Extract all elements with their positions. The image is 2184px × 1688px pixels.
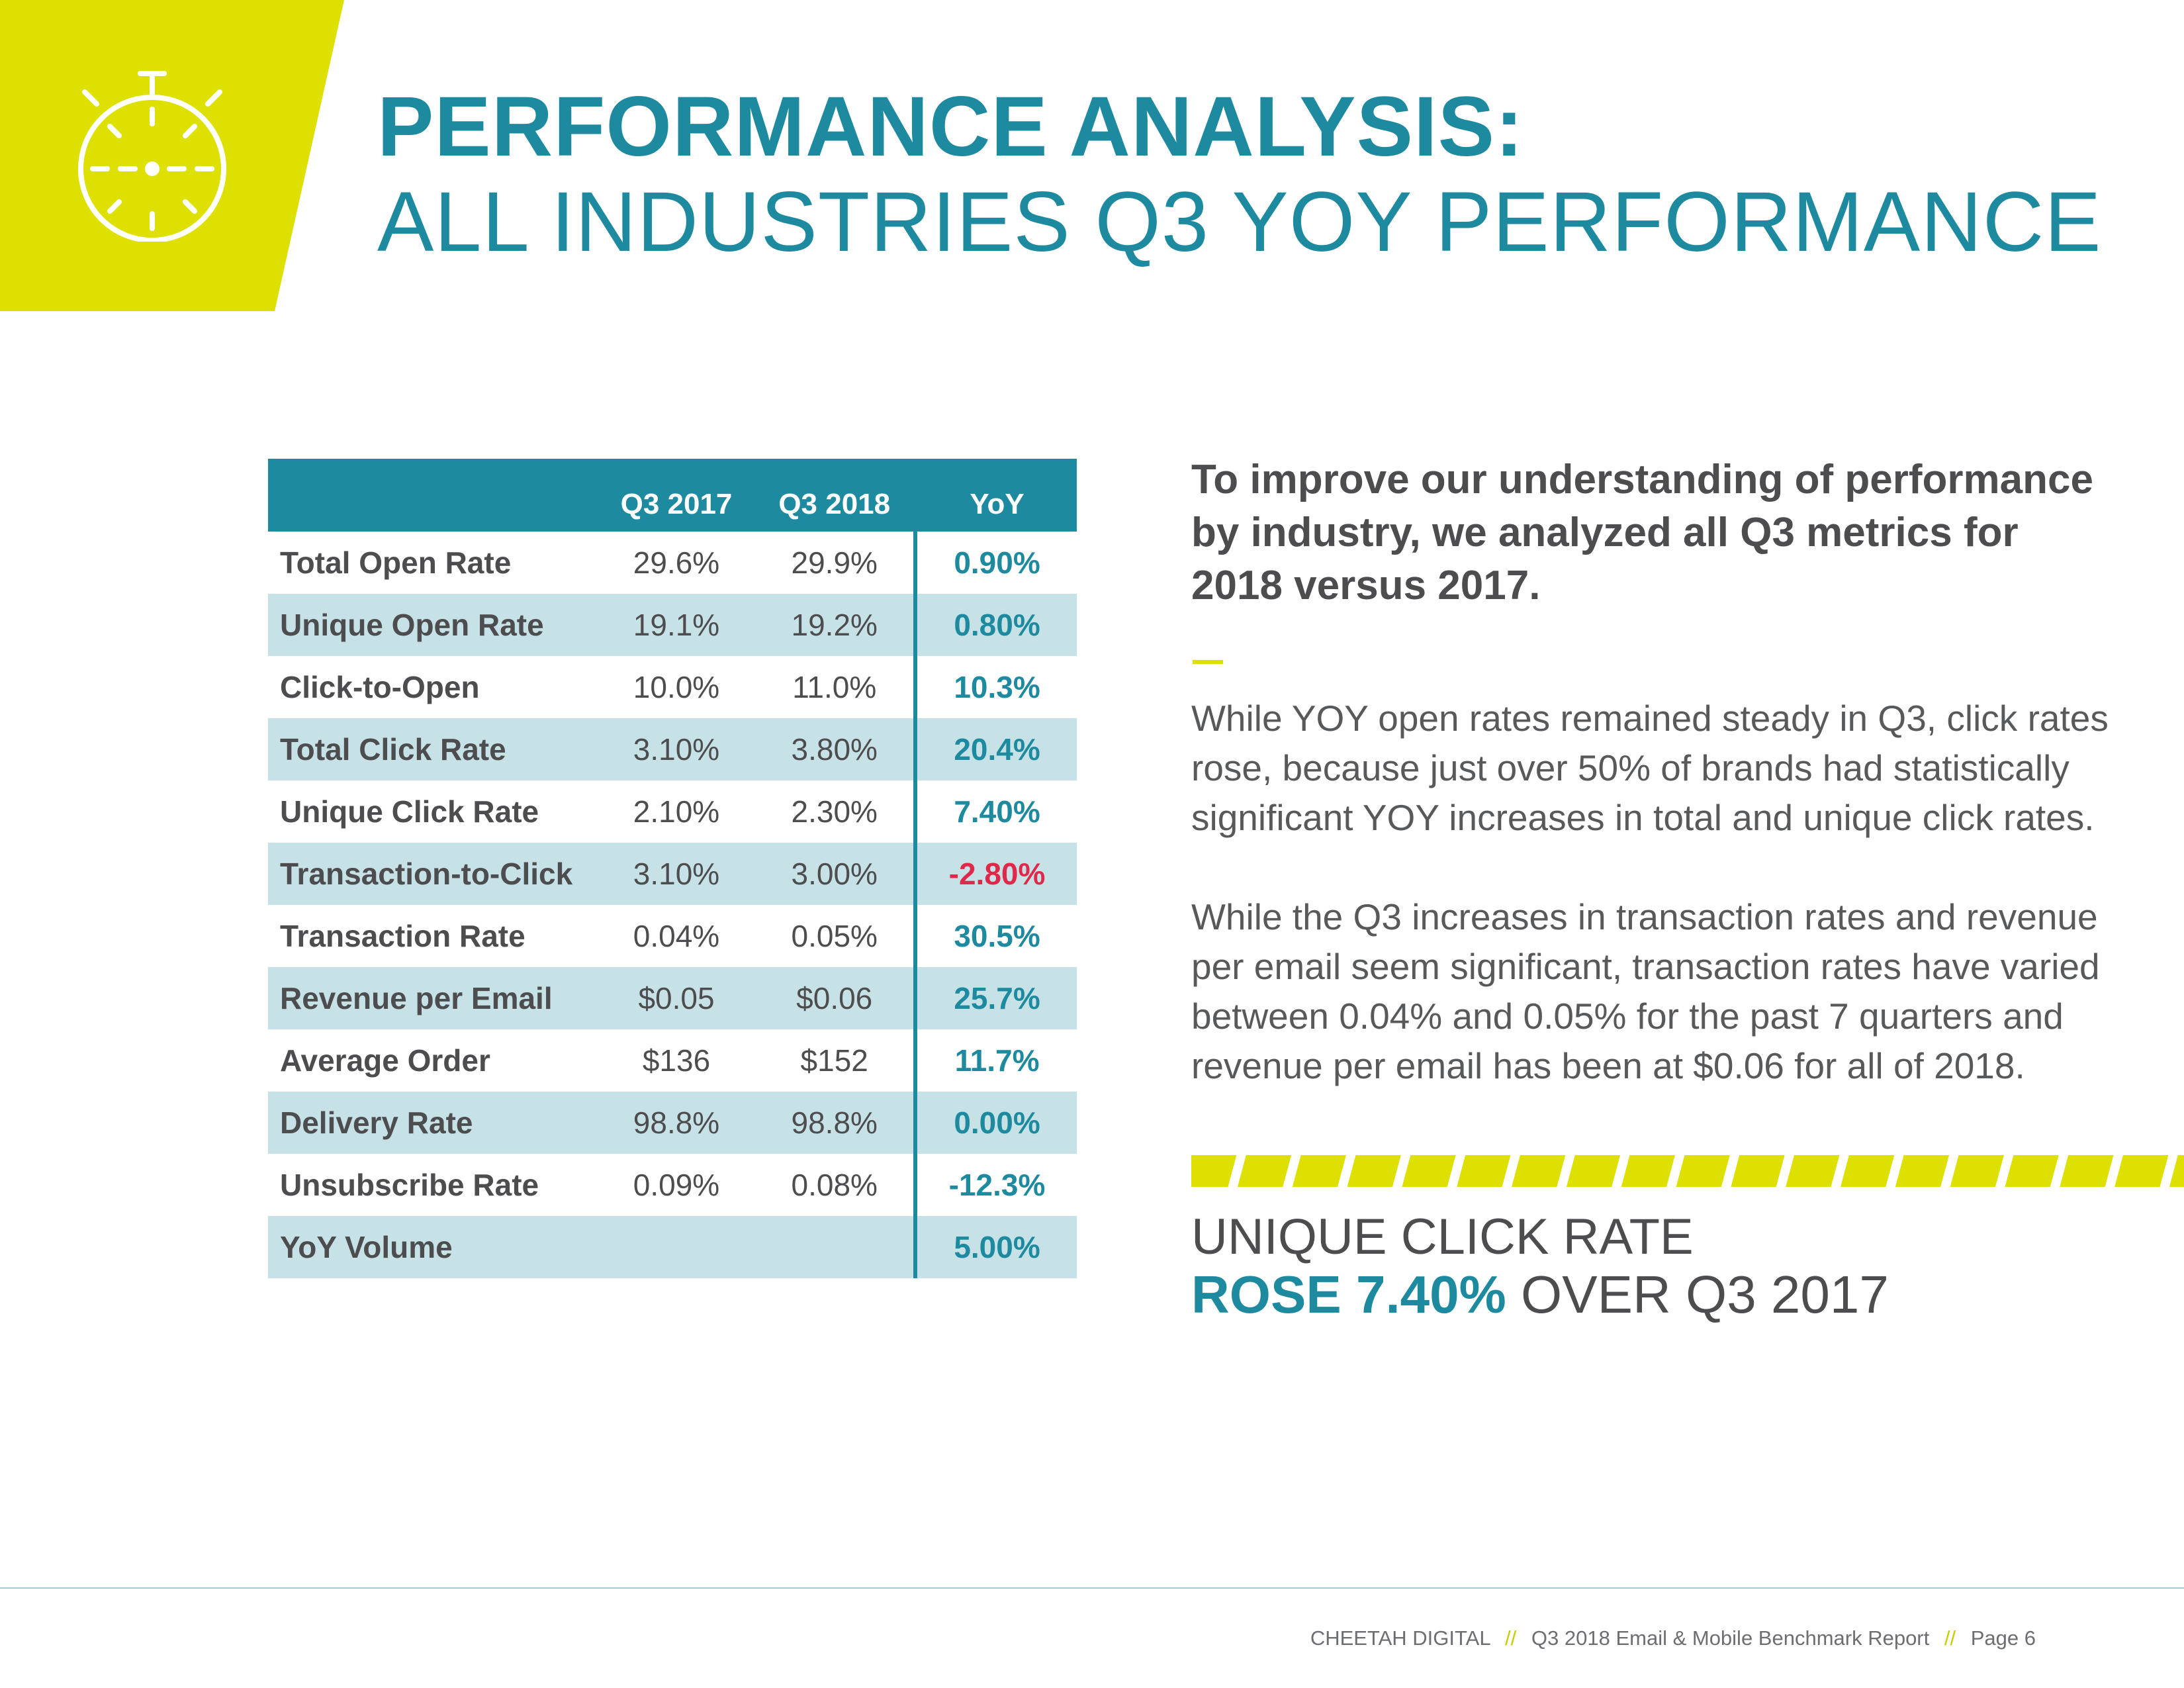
cell-q3-2018: $0.06 bbox=[796, 981, 873, 1015]
row-label: Average Order bbox=[280, 1043, 490, 1078]
table-row: Revenue per Email $0.05 $0.06 25.7% bbox=[268, 967, 1077, 1029]
row-label: Delivery Rate bbox=[280, 1105, 473, 1140]
row-label: Transaction-to-Click bbox=[280, 857, 573, 891]
row-label: Unique Open Rate bbox=[280, 608, 544, 642]
cell-q3-2018: 3.80% bbox=[791, 732, 878, 767]
footer-report-title: Q3 2018 Email & Mobile Benchmark Report bbox=[1531, 1626, 1930, 1650]
cell-q3-2017: $136 bbox=[642, 1043, 711, 1078]
cell-yoy: 10.3% bbox=[913, 656, 1077, 718]
cell-yoy: 0.80% bbox=[913, 594, 1077, 656]
table-row: Transaction Rate 0.04% 0.05% 30.5% bbox=[268, 905, 1077, 967]
cell-q3-2017: 3.10% bbox=[633, 857, 720, 891]
stopwatch-icon bbox=[78, 71, 226, 242]
row-label: YoY Volume bbox=[280, 1230, 453, 1264]
row-label: Click-to-Open bbox=[280, 670, 480, 704]
table-row: Unsubscribe Rate 0.09% 0.08% -12.3% bbox=[268, 1154, 1077, 1216]
callout-statement: ROSE 7.40% OVER Q3 2017 bbox=[1191, 1264, 1889, 1325]
striped-divider bbox=[1191, 1155, 2184, 1187]
cell-q3-2018: 0.05% bbox=[791, 919, 878, 953]
column-header-yoy: YoY bbox=[913, 459, 1077, 532]
footer-page-number: Page 6 bbox=[1970, 1626, 2036, 1650]
cell-yoy: 20.4% bbox=[913, 718, 1077, 780]
cell-yoy: -12.3% bbox=[913, 1154, 1077, 1216]
footer-separator: // bbox=[1944, 1626, 1956, 1650]
footer-divider bbox=[0, 1587, 2184, 1589]
column-header-q3-2018: Q3 2018 bbox=[778, 488, 891, 520]
callout-highlight: ROSE 7.40% bbox=[1191, 1265, 1506, 1324]
cell-yoy: 5.00% bbox=[913, 1216, 1077, 1278]
cell-yoy: 30.5% bbox=[913, 905, 1077, 967]
cell-q3-2017: 29.6% bbox=[633, 545, 720, 580]
table-row: YoY Volume 5.00% bbox=[268, 1216, 1077, 1278]
cell-q3-2017: 98.8% bbox=[633, 1105, 720, 1140]
footer: CHEETAH DIGITAL // Q3 2018 Email & Mobil… bbox=[1310, 1626, 2036, 1650]
table-row: Average Order $136 $152 11.7% bbox=[268, 1029, 1077, 1092]
row-label: Revenue per Email bbox=[280, 981, 553, 1015]
table-row: Delivery Rate 98.8% 98.8% 0.00% bbox=[268, 1092, 1077, 1154]
table-row: Total Open Rate 29.6% 29.9% 0.90% bbox=[268, 532, 1077, 594]
table-row: Unique Open Rate 19.1% 19.2% 0.80% bbox=[268, 594, 1077, 656]
cell-yoy: 0.00% bbox=[913, 1092, 1077, 1154]
cell-q3-2017: 10.0% bbox=[633, 670, 720, 704]
cell-yoy: 0.90% bbox=[913, 532, 1077, 594]
footer-company: CHEETAH DIGITAL bbox=[1310, 1626, 1490, 1650]
cell-q3-2018: 11.0% bbox=[792, 670, 877, 704]
cell-q3-2017: 0.04% bbox=[633, 919, 720, 953]
accent-dash-divider bbox=[1193, 660, 1223, 664]
row-label: Unsubscribe Rate bbox=[280, 1168, 539, 1202]
cell-q3-2018: 3.00% bbox=[791, 857, 878, 891]
body-paragraph: While YOY open rates remained steady in … bbox=[1191, 698, 2109, 838]
cell-q3-2018: 98.8% bbox=[791, 1105, 878, 1140]
page-title-bold: PERFORMANCE ANALYSIS: bbox=[377, 79, 1524, 174]
cell-q3-2018: $152 bbox=[800, 1043, 868, 1078]
callout-heading: UNIQUE CLICK RATE bbox=[1191, 1209, 1694, 1265]
cell-yoy: 25.7% bbox=[913, 967, 1077, 1029]
table-row: Unique Click Rate 2.10% 2.30% 7.40% bbox=[268, 780, 1077, 843]
footer-separator: // bbox=[1505, 1626, 1517, 1650]
cell-q3-2017: 3.10% bbox=[633, 732, 720, 767]
cell-q3-2018: 29.9% bbox=[791, 545, 878, 580]
cell-q3-2017: 0.09% bbox=[633, 1168, 720, 1202]
table-row: Click-to-Open 10.0% 11.0% 10.3% bbox=[268, 656, 1077, 718]
cell-q3-2018: 19.2% bbox=[791, 608, 878, 642]
intro-statement: To improve our understanding of performa… bbox=[1191, 457, 2093, 608]
cell-q3-2017: 2.10% bbox=[633, 794, 720, 829]
cell-q3-2018: 2.30% bbox=[791, 794, 878, 829]
cell-q3-2017 bbox=[598, 1216, 756, 1278]
callout-rest: OVER Q3 2017 bbox=[1521, 1265, 1889, 1324]
page-title-subtitle: ALL INDUSTRIES Q3 YOY PERFORMANCE bbox=[377, 175, 2102, 269]
cell-yoy: 7.40% bbox=[913, 780, 1077, 843]
cell-q3-2018: 0.08% bbox=[791, 1168, 878, 1202]
row-label: Unique Click Rate bbox=[280, 794, 539, 829]
row-label: Total Click Rate bbox=[280, 732, 506, 767]
cell-yoy: 11.7% bbox=[913, 1029, 1077, 1092]
cell-q3-2018 bbox=[755, 1216, 915, 1278]
column-header-q3-2017: Q3 2017 bbox=[620, 488, 733, 520]
body-paragraph: While the Q3 increases in transaction ra… bbox=[1191, 896, 2100, 1086]
row-label: Total Open Rate bbox=[280, 545, 512, 580]
cell-q3-2017: $0.05 bbox=[638, 981, 715, 1015]
table-row: Total Click Rate 3.10% 3.80% 20.4% bbox=[268, 718, 1077, 780]
row-label: Transaction Rate bbox=[280, 919, 525, 953]
table-header-row: Q3 2017 Q3 2018 YoY bbox=[268, 459, 1077, 532]
cell-yoy-negative: -2.80% bbox=[913, 843, 1077, 905]
cell-q3-2017: 19.1% bbox=[633, 608, 720, 642]
table-row: Transaction-to-Click 3.10% 3.00% -2.80% bbox=[268, 843, 1077, 905]
yoy-performance-table: Q3 2017 Q3 2018 YoY Total Open Rate 29.6… bbox=[268, 459, 1077, 1278]
column-header-metric bbox=[268, 459, 598, 532]
